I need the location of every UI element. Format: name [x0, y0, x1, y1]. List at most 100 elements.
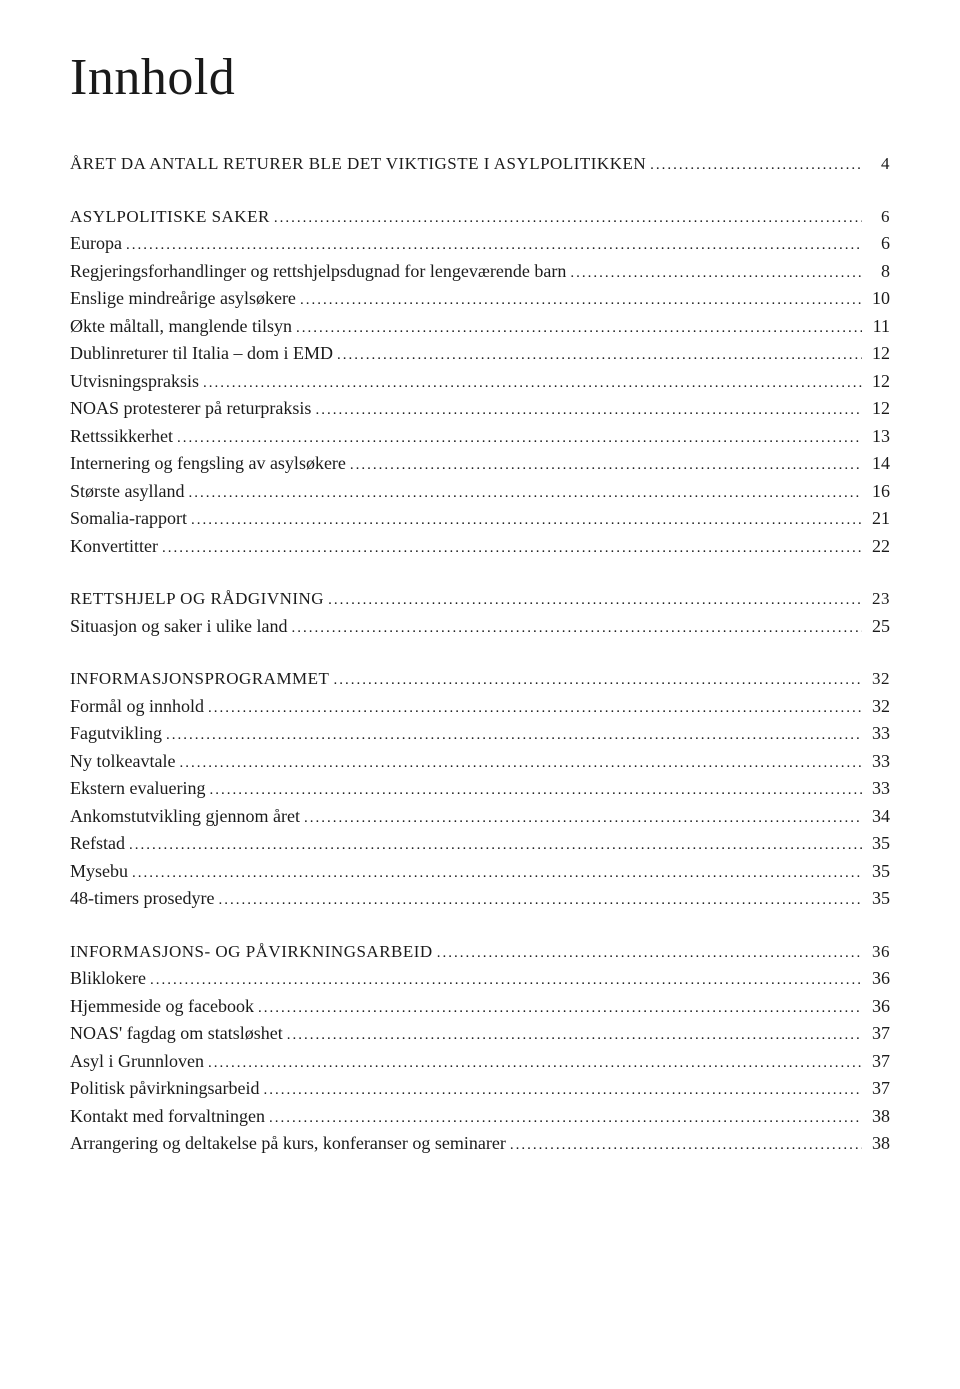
toc-entry-row: Ny tolkeavtale 33 [70, 752, 890, 771]
toc-entry-row: Somalia-rapport 21 [70, 509, 890, 528]
toc-label: INFORMASJONSPROGRAMMET [70, 670, 329, 687]
toc-leader-dots [287, 1028, 862, 1043]
toc-entry-row: Ankomstutvikling gjennom året34 [70, 807, 890, 826]
toc-page-number: 33 [866, 724, 890, 742]
toc-entry-row: Ekstern evaluering33 [70, 779, 890, 798]
toc-label: NOAS protesterer på returpraksis [70, 399, 311, 417]
toc-label: Ankomstutvikling gjennom året [70, 807, 300, 825]
toc-leader-dots [650, 158, 862, 173]
toc-page-number: 4 [866, 155, 890, 172]
toc-section-row: ASYLPOLITISKE SAKER6 [70, 208, 890, 226]
toc-entry-row: Dublinreturer til Italia – dom i EMD 12 [70, 344, 890, 363]
toc-page-number: 37 [866, 1052, 890, 1070]
toc-label: Rettssikkerhet [70, 427, 173, 445]
toc-entry-row: NOAS protesterer på returpraksis 12 [70, 399, 890, 418]
toc-page-number: 35 [866, 889, 890, 907]
toc-entry-row: Bliklokere36 [70, 969, 890, 988]
toc-label: Somalia-rapport [70, 509, 187, 527]
toc-entry-row: Hjemmeside og facebook36 [70, 997, 890, 1016]
toc-section-row: ÅRET DA ANTALL RETURER BLE DET VIKTIGSTE… [70, 155, 890, 173]
toc-entry-row: Formål og innhold 32 [70, 697, 890, 716]
toc-label: Politisk påvirkningsarbeid [70, 1079, 259, 1097]
toc-entry-row: Politisk påvirkningsarbeid 37 [70, 1079, 890, 1098]
toc-page-number: 10 [866, 289, 890, 307]
toc-leader-dots [166, 728, 862, 743]
toc-page-number: 8 [866, 262, 890, 280]
toc-entry-row: Asyl i Grunnloven 37 [70, 1052, 890, 1071]
toc-page-number: 37 [866, 1024, 890, 1042]
toc-label: Situasjon og saker i ulike land [70, 617, 287, 635]
toc-group-gap [70, 564, 890, 590]
toc-section-row: RETTSHJELP OG RÅDGIVNING23 [70, 590, 890, 608]
toc-page-number: 6 [866, 234, 890, 252]
toc-label: Bliklokere [70, 969, 146, 987]
toc-label: Ny tolkeavtale [70, 752, 175, 770]
toc-entry-row: Fagutvikling33 [70, 724, 890, 743]
toc-label: NOAS' fagdag om statsløshet [70, 1024, 283, 1042]
toc-leader-dots [437, 946, 862, 961]
toc-label: Dublinreturer til Italia – dom i EMD [70, 344, 333, 362]
toc-leader-dots [150, 973, 862, 988]
toc-leader-dots [337, 348, 862, 363]
toc-leader-dots [300, 293, 862, 308]
toc-label: Utvisningspraksis [70, 372, 199, 390]
toc-page-number: 35 [866, 834, 890, 852]
toc-leader-dots [263, 1083, 862, 1098]
toc-entry-row: Internering og fengsling av asylsøkere 14 [70, 454, 890, 473]
toc-leader-dots [291, 621, 862, 636]
toc-page-number: 12 [866, 344, 890, 362]
toc-page-number: 36 [866, 943, 890, 960]
toc-label: Kontakt med forvaltningen [70, 1107, 265, 1125]
toc-page-number: 33 [866, 752, 890, 770]
toc-leader-dots [274, 211, 862, 226]
toc-page-number: 6 [866, 208, 890, 225]
toc-leader-dots [179, 756, 862, 771]
toc-entry-row: Mysebu35 [70, 862, 890, 881]
toc-section-row: INFORMASJONS- OG PÅVIRKNINGSARBEID 36 [70, 943, 890, 961]
toc-leader-dots [304, 811, 862, 826]
toc-entry-row: Økte måltall, manglende tilsyn11 [70, 317, 890, 336]
toc-leader-dots [350, 458, 862, 473]
toc-entry-row: Europa6 [70, 234, 890, 253]
toc-label: Formål og innhold [70, 697, 204, 715]
toc-label: Asyl i Grunnloven [70, 1052, 204, 1070]
toc-page-number: 14 [866, 454, 890, 472]
toc-leader-dots [177, 431, 862, 446]
toc-leader-dots [218, 893, 862, 908]
toc-leader-dots [129, 838, 862, 853]
toc-page-number: 12 [866, 372, 890, 390]
toc-page-number: 12 [866, 399, 890, 417]
toc-label: Enslige mindreårige asylsøkere [70, 289, 296, 307]
toc-label: INFORMASJONS- OG PÅVIRKNINGSARBEID [70, 943, 433, 960]
toc-entry-row: Regjeringsforhandlinger og rettshjelpsdu… [70, 262, 890, 281]
toc-entry-row: Største asylland16 [70, 482, 890, 501]
toc-page-number: 32 [866, 697, 890, 715]
toc-entry-row: Konvertitter 22 [70, 537, 890, 556]
page-title: Innhold [70, 48, 890, 107]
toc-label: Økte måltall, manglende tilsyn [70, 317, 292, 335]
toc-leader-dots [191, 513, 862, 528]
toc-page-number: 13 [866, 427, 890, 445]
toc-page-number: 33 [866, 779, 890, 797]
toc-leader-dots [296, 321, 862, 336]
toc-page-number: 22 [866, 537, 890, 555]
toc-label: Konvertitter [70, 537, 158, 555]
toc-label: Arrangering og deltakelse på kurs, konfe… [70, 1134, 506, 1152]
toc-entry-row: Refstad35 [70, 834, 890, 853]
toc-entry-row: Utvisningspraksis 12 [70, 372, 890, 391]
toc-label: Internering og fengsling av asylsøkere [70, 454, 346, 472]
toc-leader-dots [132, 866, 862, 881]
toc-entry-row: NOAS' fagdag om statsløshet 37 [70, 1024, 890, 1043]
toc-label: Mysebu [70, 862, 128, 880]
toc-entry-row: Rettssikkerhet 13 [70, 427, 890, 446]
document-page: Innhold ÅRET DA ANTALL RETURER BLE DET V… [0, 0, 960, 1389]
toc-leader-dots [189, 486, 863, 501]
toc-group-gap [70, 182, 890, 208]
toc-page-number: 38 [866, 1134, 890, 1152]
toc-label: RETTSHJELP OG RÅDGIVNING [70, 590, 324, 607]
toc-label: 48-timers prosedyre [70, 889, 214, 907]
toc-page-number: 21 [866, 509, 890, 527]
toc-group-gap [70, 917, 890, 943]
toc-page-number: 32 [866, 670, 890, 687]
toc-page-number: 37 [866, 1079, 890, 1097]
